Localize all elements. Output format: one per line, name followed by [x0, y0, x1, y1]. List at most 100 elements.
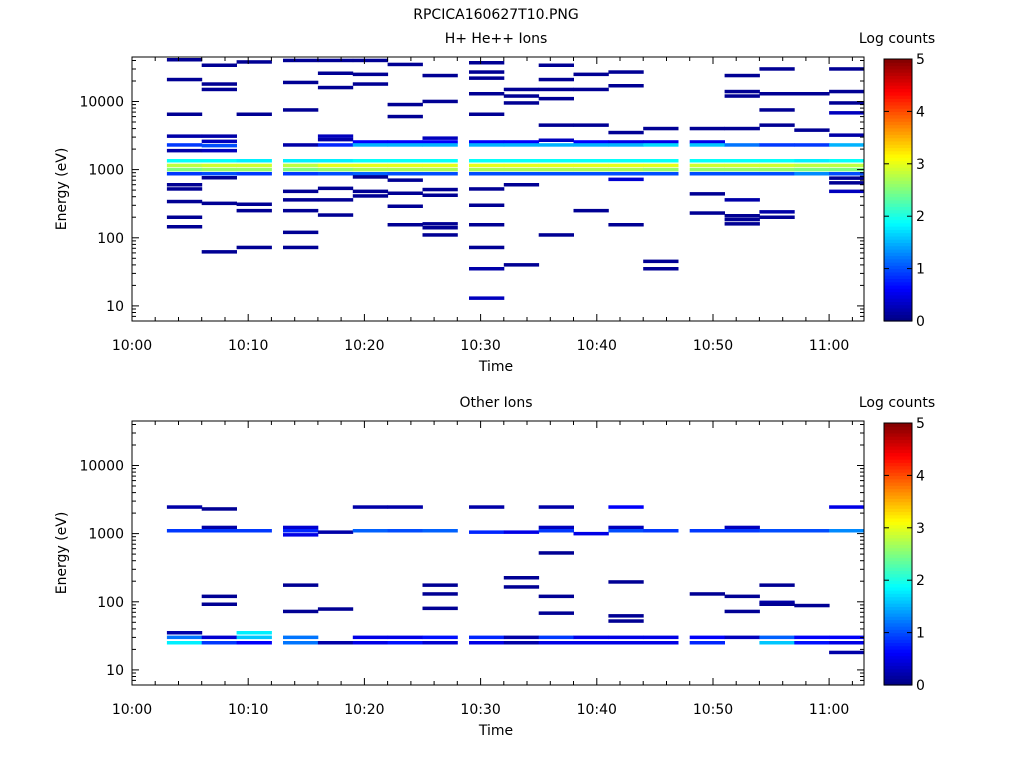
heatmap-cell — [422, 592, 458, 596]
x-tick-label: 10:40 — [577, 338, 617, 354]
heatmap-cell — [166, 183, 203, 187]
heatmap-cell — [201, 641, 237, 645]
heatmap-cell — [201, 159, 237, 163]
colorbar-segment — [884, 104, 912, 109]
colorbar-segment — [884, 570, 912, 575]
colorbar-segment — [884, 658, 912, 663]
heatmap-cell — [236, 112, 272, 116]
colorbar-tick-label: 2 — [916, 573, 925, 589]
x-axis-ticks: 10:00 10:10 10:20 10:30 10:40 10:50 11:00 — [112, 57, 853, 354]
heatmap-cell — [724, 159, 760, 163]
colorbar-segment — [884, 668, 912, 673]
colorbar-segment — [884, 268, 912, 273]
heatmap-cell — [724, 89, 760, 94]
heatmap-cell — [608, 223, 644, 227]
x-tick-label: 10:00 — [112, 702, 152, 718]
heatmap-cell — [689, 143, 725, 147]
heatmap-cell — [166, 167, 203, 172]
heatmap-cell — [643, 172, 679, 176]
heatmap-cell — [387, 204, 423, 208]
colorbar-segment — [884, 137, 912, 142]
colorbar-segment — [884, 173, 912, 178]
heatmap-cell — [166, 631, 203, 635]
colorbar-frame — [883, 58, 913, 322]
colorbar-segment — [884, 501, 912, 506]
colorbar-segment — [884, 150, 912, 155]
colorbar-segment — [884, 278, 912, 283]
colorbar-segment — [884, 167, 912, 171]
colorbar-segment — [884, 459, 912, 463]
heatmap-cell — [724, 172, 760, 176]
colorbar-segment — [884, 514, 912, 519]
heatmap-cell — [759, 92, 795, 96]
heatmap-cell — [387, 505, 423, 509]
heatmap-cell — [689, 211, 725, 215]
colorbar-segment — [884, 216, 912, 221]
heatmap-cell — [503, 635, 540, 640]
colorbar-tick-label: 3 — [916, 157, 925, 173]
heatmap-cell — [538, 143, 574, 147]
colorbar-segment — [884, 68, 912, 73]
heatmap-cell — [283, 189, 319, 194]
heatmap-cell — [643, 529, 679, 533]
heatmap-cell — [608, 172, 644, 176]
heatmap-cell — [387, 159, 423, 163]
heatmap-cell — [608, 143, 644, 147]
heatmap-cell — [608, 70, 644, 74]
colorbar-segment — [884, 544, 912, 549]
colorbar-segment — [884, 488, 912, 493]
colorbar-segment — [884, 432, 912, 437]
colorbar-segment — [884, 317, 912, 322]
heatmap-cell — [352, 140, 389, 144]
colorbar-segment — [884, 304, 912, 309]
colorbar-segment — [884, 472, 912, 477]
y-axis-ticks: 10 100 1000 10000 — [79, 424, 864, 686]
colorbar-segment — [884, 127, 912, 132]
y-tick-label: 1000 — [88, 527, 124, 543]
colorbar-segment — [884, 439, 912, 444]
heatmap-cell — [469, 187, 505, 191]
heatmap-cell — [503, 641, 540, 645]
colorbar-segment — [884, 245, 912, 250]
heatmap-cell — [538, 167, 574, 172]
panel-title: H+ He++ Ions — [445, 31, 548, 47]
heatmap-cell — [166, 215, 203, 219]
heatmap-cell — [608, 84, 644, 88]
y-tick-label: 10 — [106, 663, 124, 679]
heatmap-cell — [643, 167, 679, 172]
heatmap-cell — [352, 189, 389, 194]
heatmap-cell — [236, 202, 272, 206]
heatmap-cell — [166, 159, 203, 163]
y-tick-label: 10000 — [79, 95, 124, 111]
colorbar-segment — [884, 567, 912, 571]
heatmap-cell — [422, 222, 458, 226]
heatmap-cell — [538, 163, 574, 168]
x-tick-label: 10:10 — [228, 338, 268, 354]
heatmap-cell — [469, 505, 505, 509]
heatmap-cell — [387, 114, 423, 119]
heatmap-cell — [573, 167, 609, 172]
heatmap-cell — [236, 208, 272, 213]
colorbar-segment — [884, 517, 912, 522]
heatmap-cell — [201, 250, 237, 254]
heatmap-cell — [794, 172, 830, 176]
heatmap-cell — [503, 585, 540, 589]
colorbar-segment — [884, 452, 912, 457]
heatmap-cell — [538, 611, 574, 615]
y-tick-label: 10 — [106, 299, 124, 315]
heatmap-cell — [538, 138, 574, 142]
heatmap-cell — [689, 635, 725, 640]
heatmap-cell — [317, 58, 354, 63]
colorbar-segment — [884, 190, 912, 194]
heatmap-cell — [283, 159, 319, 163]
heatmap-cell — [503, 263, 540, 267]
heatmap-cell — [503, 94, 540, 98]
colorbar-frame — [883, 422, 913, 686]
heatmap-cell — [422, 73, 458, 78]
colorbar-segment — [884, 468, 912, 473]
heatmap-cell — [283, 80, 319, 85]
colorbar-segment — [884, 226, 912, 230]
colorbar-tick-label: 1 — [916, 626, 925, 642]
colorbar-segment — [884, 475, 912, 480]
heatmap-cell — [724, 635, 760, 640]
